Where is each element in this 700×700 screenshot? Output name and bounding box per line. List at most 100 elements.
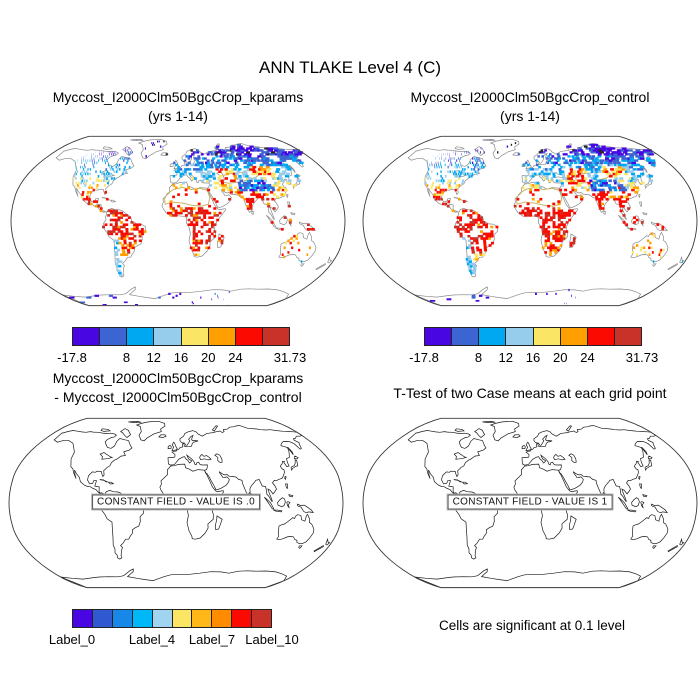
data-cell <box>545 174 549 178</box>
data-cell <box>640 172 645 176</box>
data-cell <box>472 271 476 275</box>
data-cell <box>595 195 599 199</box>
coastline <box>627 509 637 513</box>
data-cell <box>438 184 441 187</box>
data-cell <box>527 170 530 173</box>
coastline <box>525 159 532 170</box>
data-cell <box>113 170 116 173</box>
data-cell <box>120 211 124 215</box>
coastline <box>120 428 132 438</box>
data-cell <box>89 168 91 171</box>
data-cell <box>438 186 440 189</box>
data-cell <box>87 202 91 206</box>
data-cell <box>552 174 556 178</box>
data-cell <box>158 140 160 143</box>
data-cell <box>281 253 284 256</box>
data-cell <box>246 151 250 154</box>
data-cell <box>215 151 219 154</box>
data-cell <box>81 179 83 183</box>
coastline <box>513 181 578 258</box>
data-cell <box>471 262 476 266</box>
data-cell <box>197 246 201 250</box>
data-cell <box>200 232 204 236</box>
data-cell <box>92 163 94 167</box>
data-cell <box>245 184 250 187</box>
data-cell <box>649 241 652 245</box>
data-cell <box>522 163 526 167</box>
data-cell <box>85 197 89 201</box>
data-cell <box>264 161 269 165</box>
colorbar-segment <box>613 328 641 345</box>
data-cell <box>215 147 219 150</box>
colorbar-tick-label: 20 <box>201 350 216 365</box>
data-cell <box>138 223 142 226</box>
data-cell <box>196 149 199 152</box>
data-cell <box>624 165 629 169</box>
data-cell <box>593 170 597 173</box>
lake-outline <box>199 454 212 461</box>
data-cell <box>194 248 198 252</box>
data-cell <box>558 170 562 173</box>
data-cell <box>598 163 603 167</box>
data-cell <box>89 177 92 180</box>
data-cell <box>195 234 199 238</box>
data-cell <box>603 153 608 156</box>
data-cell <box>596 151 600 154</box>
data-cell <box>613 174 618 178</box>
data-cell <box>616 163 621 167</box>
data-cell <box>259 149 264 152</box>
data-cell <box>276 195 280 199</box>
data-cell <box>635 149 641 152</box>
data-cell <box>186 163 189 167</box>
coastline <box>644 459 653 472</box>
data-cell <box>187 157 191 160</box>
data-cell <box>542 232 545 236</box>
data-cell <box>459 163 462 167</box>
data-cell <box>640 248 643 252</box>
data-cell <box>285 168 290 171</box>
data-cell <box>440 174 442 178</box>
data-cell <box>565 214 569 217</box>
data-cell <box>203 177 207 180</box>
data-cell <box>184 168 187 171</box>
data-cell <box>214 163 218 167</box>
data-cell <box>468 244 472 247</box>
data-cell <box>555 179 559 183</box>
data-cell <box>131 244 135 247</box>
colorbar-segment <box>478 328 506 345</box>
data-cell <box>598 207 602 210</box>
data-cell <box>122 253 126 256</box>
data-cell <box>576 153 580 156</box>
data-cell <box>128 147 130 150</box>
map-border <box>8 417 344 589</box>
data-cell <box>560 216 564 219</box>
data-cell <box>122 225 126 229</box>
data-cell <box>569 177 573 180</box>
data-cell <box>447 186 450 189</box>
data-cell <box>216 145 220 148</box>
data-cell <box>596 145 601 148</box>
data-cell <box>199 165 203 169</box>
data-cell <box>649 179 654 183</box>
data-cell <box>192 239 196 243</box>
data-cell <box>210 216 214 219</box>
data-cell <box>185 155 188 158</box>
data-cell <box>262 177 267 180</box>
data-cell <box>471 296 476 299</box>
data-cell <box>613 179 617 183</box>
data-cell <box>196 159 199 162</box>
data-cell <box>218 211 222 215</box>
data-cell <box>531 207 535 210</box>
data-cell <box>192 218 196 222</box>
data-cell <box>436 191 439 194</box>
data-cell <box>130 228 134 231</box>
data-cell <box>214 153 218 156</box>
data-cell <box>557 232 561 236</box>
panel-title-line: Myccost_I2000Clm50BgcCrop_kparams <box>52 89 304 105</box>
data-cell <box>196 151 200 154</box>
data-cell <box>182 181 185 185</box>
data-cell <box>621 155 626 158</box>
colorbar-tick-label: 24 <box>228 350 243 365</box>
data-cell <box>598 200 602 203</box>
data-cell <box>232 157 237 160</box>
